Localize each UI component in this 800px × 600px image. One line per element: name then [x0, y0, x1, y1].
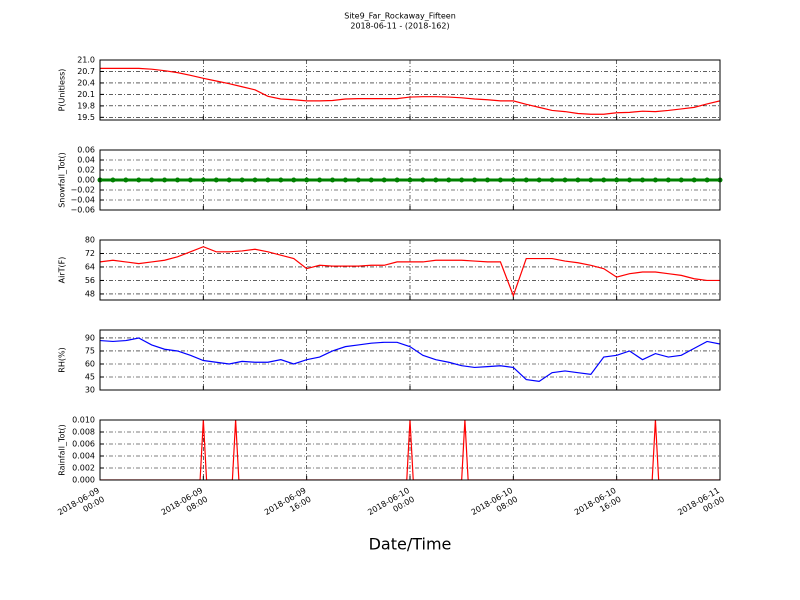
marker — [523, 177, 529, 183]
marker — [162, 177, 168, 183]
y-tick-label: 0.06 — [77, 146, 95, 155]
y-tick-label: 19.8 — [77, 101, 95, 110]
data-line — [100, 246, 720, 298]
y-tick-label: 20.7 — [77, 67, 95, 76]
y-tick-label: 60 — [85, 359, 95, 368]
marker — [640, 177, 645, 183]
marker — [459, 177, 465, 183]
chart-subtitle: 2018-06-11 - (2018-162) — [350, 22, 449, 31]
data-line — [100, 67, 720, 115]
marker — [394, 177, 400, 183]
y-tick-label: 0.02 — [77, 166, 95, 175]
marker — [200, 177, 206, 183]
chart-title: Site9_Far_Rockaway_Fifteen — [344, 12, 456, 21]
axes-frame — [99, 329, 721, 391]
y-axis-label: P(Unitless) — [58, 69, 67, 112]
marker — [665, 177, 671, 183]
y-tick-label: 0.008 — [72, 428, 95, 437]
marker — [226, 177, 232, 183]
axes-frame — [99, 239, 721, 301]
y-tick-label: 20.1 — [77, 90, 95, 99]
axes-frame — [99, 59, 721, 121]
marker — [549, 177, 555, 183]
marker — [614, 177, 620, 183]
marker — [239, 177, 245, 183]
marker — [304, 177, 310, 183]
y-tick-label: 0.006 — [72, 440, 95, 449]
marker — [355, 177, 361, 183]
y-tick-label: 19.5 — [77, 113, 95, 122]
y-tick-label: −0.06 — [70, 206, 95, 215]
marker — [433, 177, 439, 183]
axes-frame — [99, 419, 721, 481]
marker — [291, 177, 297, 183]
y-tick-label: 80 — [85, 236, 95, 245]
data-line — [100, 420, 720, 480]
y-tick-label: 64 — [85, 262, 95, 271]
marker — [136, 177, 142, 183]
marker — [536, 177, 542, 183]
y-tick-label: 48 — [85, 289, 95, 298]
marker — [485, 177, 490, 183]
axes-frame — [99, 149, 721, 211]
marker — [601, 177, 607, 183]
marker — [110, 177, 116, 183]
y-tick-label: 72 — [85, 249, 95, 258]
y-tick-label: 56 — [85, 276, 95, 285]
marker — [420, 177, 426, 183]
y-tick-label: 0.04 — [77, 156, 95, 165]
y-tick-label: −0.04 — [70, 196, 95, 205]
data-line — [100, 337, 720, 382]
marker — [678, 177, 684, 183]
marker — [381, 177, 387, 183]
marker — [652, 177, 658, 183]
marker — [342, 177, 348, 183]
marker — [562, 177, 568, 183]
marker — [252, 177, 258, 183]
marker — [187, 177, 193, 183]
marker — [265, 177, 271, 183]
marker — [368, 177, 374, 183]
y-tick-label: 0.000 — [72, 476, 95, 485]
x-axis-label: Date/Time — [369, 535, 452, 554]
y-tick-label: 20.4 — [77, 78, 95, 87]
y-axis-label: Snowfall_Tot() — [58, 152, 67, 208]
y-tick-label: 0.010 — [72, 416, 95, 425]
marker — [407, 177, 413, 183]
marker — [278, 177, 284, 183]
marker — [691, 177, 697, 183]
marker — [175, 177, 180, 183]
y-tick-label: 0.002 — [72, 464, 95, 473]
marker — [446, 177, 452, 183]
marker — [213, 177, 219, 183]
marker — [472, 177, 478, 183]
marker — [317, 177, 323, 183]
marker — [330, 177, 335, 183]
marker — [588, 177, 594, 183]
y-axis-label: AirT(F) — [58, 257, 67, 284]
marker — [575, 177, 581, 183]
marker — [510, 177, 516, 183]
y-tick-label: −0.02 — [70, 186, 95, 195]
marker — [123, 177, 129, 183]
marker — [704, 177, 710, 183]
y-tick-label: 30 — [85, 386, 95, 395]
marker — [627, 177, 633, 183]
y-tick-label: 45 — [85, 372, 95, 381]
marker — [497, 177, 503, 183]
y-tick-label: 0.00 — [77, 176, 95, 185]
y-axis-label: Rainfall_Tot() — [58, 424, 67, 476]
y-tick-label: 90 — [85, 333, 95, 342]
marker — [149, 177, 155, 183]
y-axis-label: RH(%) — [58, 347, 67, 372]
y-tick-label: 75 — [85, 346, 95, 355]
y-tick-label: 21.0 — [77, 56, 95, 65]
y-tick-label: 0.004 — [72, 452, 95, 461]
